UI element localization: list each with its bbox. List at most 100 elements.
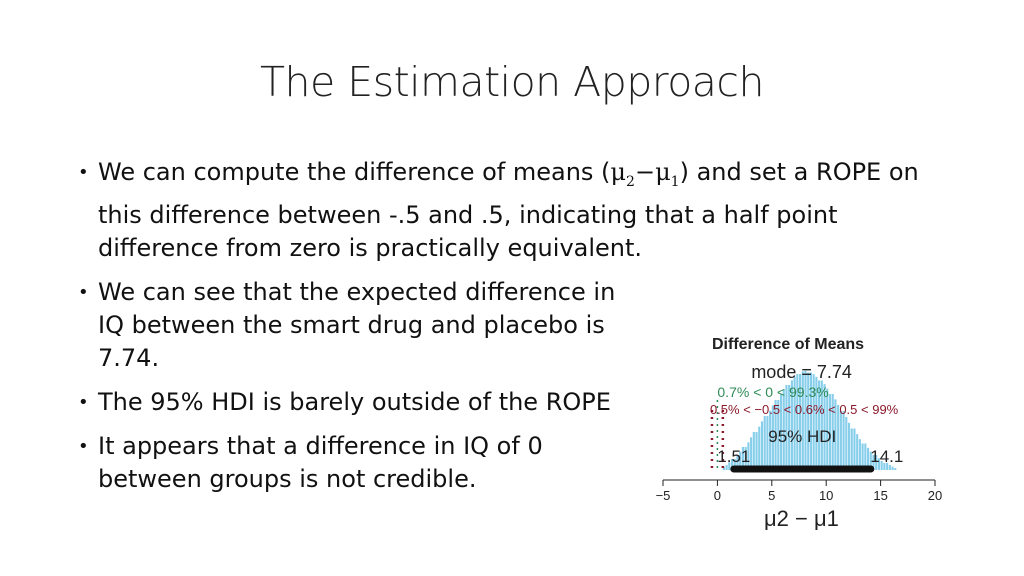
histogram-bar: [744, 447, 747, 470]
bullet-dot-icon: •: [78, 162, 89, 183]
bullet-dot-icon: •: [78, 391, 89, 413]
histogram-bar: [774, 400, 777, 470]
histogram-bar: [845, 417, 848, 470]
histogram-bars: [722, 370, 897, 470]
histogram-bar: [758, 426, 761, 470]
bullet-item-not-credible: • It appears that a difference in IQ of …: [78, 430, 638, 496]
histogram-bar: [839, 411, 842, 470]
bullet-text: The 95% HDI is barely outside of the ROP…: [98, 387, 611, 416]
bullet-text: It appears that a difference in IQ of 0 …: [98, 431, 543, 493]
histogram-bar: [875, 455, 878, 470]
histogram-bar: [869, 451, 872, 470]
hdi-low-label: 1.51: [717, 447, 750, 466]
histogram-bar: [837, 405, 840, 470]
histogram-bar: [728, 462, 731, 470]
histogram-bar: [820, 380, 823, 470]
mode-label: mode = 7.74: [751, 362, 852, 382]
histogram-bar: [799, 374, 802, 470]
histogram-bar: [853, 428, 856, 470]
histogram-bar: [777, 400, 780, 470]
histogram-bar: [883, 463, 886, 470]
chart-annotations: mode = 7.74 0.7% < 0 < 99.3% 0.5% < −0.5 <…: [710, 362, 903, 473]
histogram-bar: [731, 459, 734, 470]
histogram-bar: [733, 459, 736, 470]
x-tick-label: 15: [873, 488, 887, 503]
math-mu2-mu1: μ2−μ1: [610, 158, 679, 190]
rope-text: 0.5% < −0.5 < 0.6% < 0.5 < 99%: [710, 402, 899, 417]
chart-svg: Difference of Means mode = 7.74 0.7% < 0 …: [656, 336, 943, 531]
bullet-text-before: We can compute the difference of means (: [98, 158, 611, 186]
histogram-bar: [815, 376, 818, 470]
x-tick-label: 0: [714, 488, 721, 503]
histogram-bar: [793, 376, 796, 470]
histogram-bar: [769, 410, 772, 470]
hdi-label: 95% HDI: [768, 427, 836, 446]
hdi-high-label: 14.1: [870, 447, 903, 466]
histogram-bar: [804, 370, 807, 470]
histogram-bar: [826, 388, 829, 470]
x-tick-label: 10: [819, 488, 833, 503]
bullet-text-after: ) and set a ROPE on this difference betw…: [98, 158, 919, 262]
posterior-histogram-chart: Difference of Means mode = 7.74 0.7% < 0 …: [646, 330, 956, 566]
histogram-bar: [894, 468, 897, 470]
bullet-item-expected-difference: • We can see that the expected differenc…: [78, 276, 638, 375]
x-tick-label: −5: [656, 488, 671, 503]
math-mu2: μ: [610, 158, 627, 186]
bullet-text: We can see that the expected difference …: [98, 277, 616, 372]
histogram-bar: [766, 416, 769, 470]
histogram-bar: [771, 405, 774, 470]
histogram-bar: [755, 432, 758, 470]
histogram-bar: [782, 389, 785, 470]
histogram-bar: [891, 466, 894, 470]
histogram-bar: [790, 380, 793, 470]
histogram-bar: [856, 434, 859, 470]
histogram-bar: [818, 380, 821, 470]
histogram-bar: [886, 463, 889, 470]
bullet-dot-icon: •: [78, 435, 89, 457]
math-sub1: 1: [670, 173, 680, 190]
histogram-bar: [801, 371, 804, 470]
histogram-bar: [877, 458, 880, 470]
histogram-bar: [741, 447, 744, 470]
histogram-bar: [785, 385, 788, 470]
histogram-bar: [834, 399, 837, 470]
histogram-bar: [850, 428, 853, 470]
histogram-bar: [880, 461, 883, 470]
histogram-bar: [760, 421, 764, 470]
histogram-bar: [752, 432, 755, 470]
histogram-bar: [725, 465, 728, 470]
histogram-bar: [867, 447, 870, 470]
histogram-bar: [864, 443, 867, 470]
bullet-item-difference-of-means: • We can compute the difference of means…: [78, 156, 938, 265]
histogram-bar: [807, 372, 810, 470]
histogram-bar: [747, 442, 750, 470]
histogram-bar: [823, 384, 826, 470]
histogram-bar: [872, 455, 875, 470]
bullet-item-hdi: • The 95% HDI is barely outside of the R…: [78, 386, 638, 419]
math-minus: −: [634, 158, 656, 186]
histogram-bar: [847, 422, 851, 470]
histogram-bar: [842, 411, 845, 470]
histogram-bar: [736, 455, 739, 470]
histogram-bar: [831, 394, 834, 470]
comparison-text: 0.7% < 0 < 99.3%: [717, 384, 828, 400]
bullet-dot-icon: •: [78, 281, 89, 303]
histogram-bar: [861, 443, 864, 470]
histogram-bar: [722, 467, 725, 470]
histogram-bar: [739, 451, 742, 470]
histogram-bar: [779, 394, 783, 470]
histogram-bar: [750, 437, 753, 470]
bullet-list: • We can compute the difference of means…: [78, 156, 938, 507]
histogram-bar: [809, 372, 812, 470]
x-tick-label: 20: [928, 488, 942, 503]
histogram-bar: [888, 465, 891, 470]
x-axis-label: μ2 − μ1: [764, 506, 839, 531]
histogram-bar: [828, 394, 832, 470]
math-sub2: 2: [626, 173, 635, 190]
histogram-bar: [812, 374, 815, 470]
x-axis: −5 0 5 10 15 20: [656, 479, 942, 503]
chart-title: Difference of Means: [712, 336, 864, 353]
x-tick-label: 5: [768, 488, 775, 503]
slide-title: The Estimation Approach: [260, 58, 764, 106]
math-mu1: μ: [655, 158, 671, 186]
